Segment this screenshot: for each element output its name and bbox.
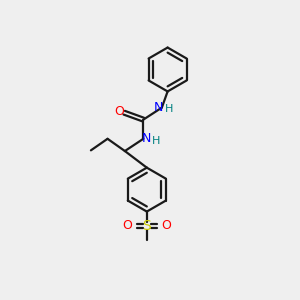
Text: O: O (123, 219, 133, 232)
Text: H: H (152, 136, 160, 146)
Text: S: S (142, 219, 151, 233)
Text: N: N (154, 100, 164, 114)
Text: O: O (114, 105, 124, 118)
Text: N: N (142, 132, 151, 145)
Text: O: O (161, 219, 171, 232)
Text: H: H (165, 104, 173, 114)
